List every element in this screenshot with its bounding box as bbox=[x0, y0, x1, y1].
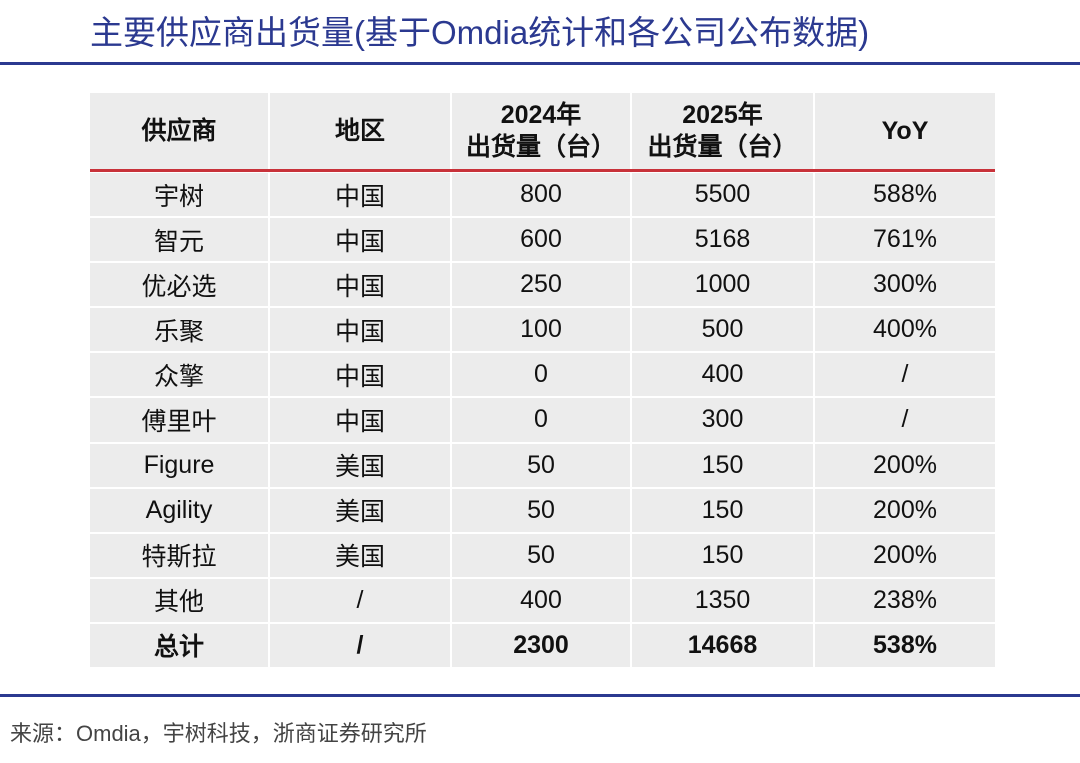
table-cell: 50 bbox=[452, 443, 630, 487]
top-rule bbox=[0, 62, 1080, 65]
header-cell: 地区 bbox=[270, 93, 450, 169]
header-cell: 供应商 bbox=[90, 93, 268, 169]
table-cell: 800 bbox=[452, 173, 630, 217]
header-rule bbox=[90, 169, 995, 172]
table-cell: 0 bbox=[452, 353, 630, 397]
table-cell: 50 bbox=[452, 533, 630, 577]
table-cell: / bbox=[270, 623, 450, 667]
header-cell: 2025年出货量（台） bbox=[632, 93, 813, 169]
table-cell: 400 bbox=[452, 578, 630, 622]
table-cell: / bbox=[815, 353, 995, 397]
header-text: 出货量（台） bbox=[647, 133, 798, 161]
table-cell: 588% bbox=[815, 173, 995, 217]
table-cell: 150 bbox=[632, 488, 813, 532]
table-cell: / bbox=[815, 398, 995, 442]
table-cell: 100 bbox=[452, 308, 630, 352]
table-cell: 50 bbox=[452, 488, 630, 532]
table-cell: Figure bbox=[90, 443, 268, 487]
table-cell: 300% bbox=[815, 263, 995, 307]
table-cell: 傅里叶 bbox=[90, 398, 268, 442]
table-cell: 中国 bbox=[270, 173, 450, 217]
header-text: 2025年 bbox=[682, 101, 763, 129]
table-cell: 5168 bbox=[632, 218, 813, 262]
table-cell: 200% bbox=[815, 533, 995, 577]
table-cell: 200% bbox=[815, 488, 995, 532]
header-cell: 2024年出货量（台） bbox=[452, 93, 630, 169]
header-text: 2024年 bbox=[500, 101, 582, 129]
table-cell: / bbox=[270, 578, 450, 622]
table-cell: 美国 bbox=[270, 533, 450, 577]
table-cell: 150 bbox=[632, 443, 813, 487]
table-cell: 1000 bbox=[632, 263, 813, 307]
table-cell: 538% bbox=[815, 623, 995, 667]
table-cell: 1350 bbox=[632, 578, 813, 622]
bottom-rule bbox=[0, 694, 1080, 697]
header-text: YoY bbox=[881, 117, 929, 145]
table-cell: 众擎 bbox=[90, 353, 268, 397]
table-cell: 238% bbox=[815, 578, 995, 622]
table-cell: 200% bbox=[815, 443, 995, 487]
table-cell: 0 bbox=[452, 398, 630, 442]
table-cell: 2300 bbox=[452, 623, 630, 667]
table-cell: 400% bbox=[815, 308, 995, 352]
header-text: 出货量（台） bbox=[465, 133, 616, 161]
table-cell: 特斯拉 bbox=[90, 533, 268, 577]
table-cell: 中国 bbox=[270, 308, 450, 352]
source: 来源：Omdia，宇树科技，浙商证券研究所 bbox=[10, 721, 427, 746]
table-cell: 中国 bbox=[270, 263, 450, 307]
table-cell: 中国 bbox=[270, 398, 450, 442]
header-text: 供应商 bbox=[141, 117, 217, 145]
title: 主要供应商出货量(基于Omdia统计和各公司公布数据) bbox=[90, 14, 870, 51]
table-cell: 400 bbox=[632, 353, 813, 397]
table-cell: 500 bbox=[632, 308, 813, 352]
header-cell: YoY bbox=[815, 93, 995, 169]
table-cell: 总计 bbox=[90, 623, 268, 667]
header-text: 地区 bbox=[334, 117, 385, 145]
table-cell: 优必选 bbox=[90, 263, 268, 307]
table-cell: 761% bbox=[815, 218, 995, 262]
table-cell: 150 bbox=[632, 533, 813, 577]
table-cell: 250 bbox=[452, 263, 630, 307]
table-cell: 14668 bbox=[632, 623, 813, 667]
table-cell: 600 bbox=[452, 218, 630, 262]
table-cell: 宇树 bbox=[90, 173, 268, 217]
table-cell: 美国 bbox=[270, 443, 450, 487]
table-cell: Agility bbox=[90, 488, 268, 532]
table-cell: 300 bbox=[632, 398, 813, 442]
table-cell: 中国 bbox=[270, 218, 450, 262]
table-cell: 乐聚 bbox=[90, 308, 268, 352]
table-cell: 其他 bbox=[90, 578, 268, 622]
table-cell: 美国 bbox=[270, 488, 450, 532]
table-cell: 中国 bbox=[270, 353, 450, 397]
table-cell: 5500 bbox=[632, 173, 813, 217]
table-cell: 智元 bbox=[90, 218, 268, 262]
